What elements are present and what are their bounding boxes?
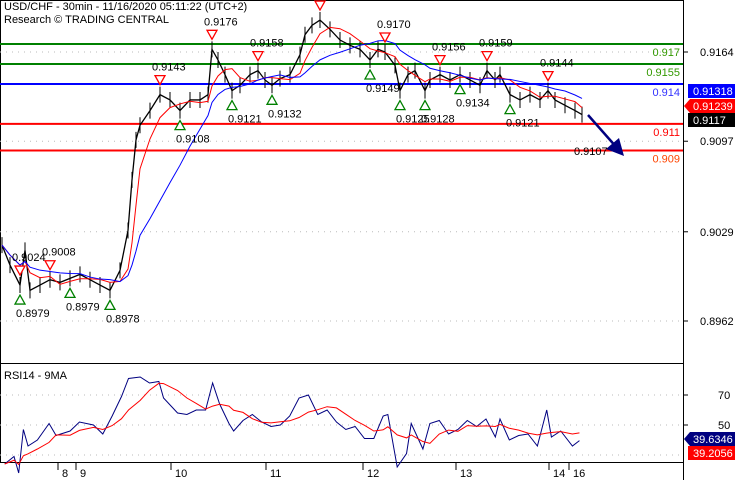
time-tick-label: 12 bbox=[367, 468, 379, 480]
main-panel-frame bbox=[0, 0, 684, 364]
low-marker-icon bbox=[225, 99, 239, 111]
high-marker-icon bbox=[205, 29, 219, 41]
time-tick-label: 10 bbox=[175, 468, 187, 480]
low-marker-icon bbox=[503, 103, 517, 115]
high-label: 0.9176 bbox=[204, 16, 238, 28]
price-tag-box bbox=[688, 113, 735, 127]
low-label: 0.9128 bbox=[421, 114, 455, 126]
low-marker-icon bbox=[13, 293, 27, 305]
price-tag-box bbox=[688, 84, 735, 98]
low-marker-icon bbox=[265, 93, 279, 105]
high-label: 0.9008 bbox=[42, 247, 76, 259]
rsi-tick-label: 70 bbox=[718, 390, 730, 402]
low-marker-icon bbox=[393, 99, 407, 111]
high-marker-icon bbox=[378, 32, 392, 44]
price-tick-label: 0.9029 bbox=[700, 227, 734, 239]
high-label: 0.9143 bbox=[152, 62, 186, 74]
high-marker-icon bbox=[541, 70, 555, 82]
low-label: 0.9134 bbox=[456, 98, 490, 110]
price-tag-box bbox=[684, 99, 735, 113]
high-label: 0.9156 bbox=[432, 42, 466, 54]
time-tick-label: 8 bbox=[62, 468, 68, 480]
time-tick-label: 13 bbox=[460, 468, 472, 480]
low-label: 0.9108 bbox=[176, 134, 210, 146]
rsi-title: RSI14 - 9MA bbox=[4, 370, 68, 382]
high-label: 0.9024 bbox=[12, 252, 46, 264]
low-label: 0.8978 bbox=[106, 313, 140, 325]
price-tick-label: 0.8962 bbox=[700, 316, 734, 328]
low-label: 0.9121 bbox=[228, 114, 262, 126]
high-marker-icon bbox=[43, 260, 57, 272]
time-tick-label: 11 bbox=[270, 468, 281, 480]
target-label: 0.9107 bbox=[574, 146, 608, 158]
rsi-tag-value: 39.6346 bbox=[693, 434, 733, 446]
time-tick-label: 9 bbox=[80, 468, 86, 480]
price-tag-value: 0.91239 bbox=[693, 101, 733, 113]
level-label: 0.9155 bbox=[646, 67, 680, 79]
high-marker-icon bbox=[251, 50, 265, 62]
level-label: 0.911 bbox=[653, 127, 680, 139]
high-label: 0.9170 bbox=[377, 19, 411, 31]
low-marker-icon bbox=[418, 99, 432, 111]
low-label: 0.9125 bbox=[396, 114, 430, 126]
rsi-ma-line bbox=[4, 382, 580, 466]
low-label: 0.9132 bbox=[268, 108, 302, 120]
rsi-panel-frame bbox=[0, 363, 684, 463]
high-label: 0.9158 bbox=[250, 38, 284, 50]
rsi-line bbox=[4, 376, 580, 474]
low-label: 0.9149 bbox=[366, 83, 400, 95]
low-marker-icon bbox=[63, 287, 77, 299]
low-marker-icon bbox=[363, 68, 377, 80]
target-arrowhead-icon bbox=[606, 138, 624, 156]
chart-title: USD/CHF - 30min - 11/16/2020 05:11:22 (U… bbox=[4, 1, 248, 13]
rsi-tag-box bbox=[684, 432, 735, 446]
high-label: 0.9144 bbox=[540, 58, 574, 70]
high-marker-icon bbox=[153, 74, 167, 86]
slow-ma-line bbox=[1, 40, 583, 283]
high-label: 0.9159 bbox=[479, 38, 513, 50]
level-label: 0.914 bbox=[652, 87, 680, 99]
price-tag-value: 0.9117 bbox=[693, 115, 726, 127]
price-tag-value: 0.91318 bbox=[693, 86, 733, 98]
high-marker-icon bbox=[13, 265, 27, 277]
chart-credit: Research © TRADING CENTRAL bbox=[4, 14, 169, 26]
rsi-tag-value: 39.2056 bbox=[693, 448, 733, 460]
low-marker-icon bbox=[173, 119, 187, 131]
low-marker-icon bbox=[453, 83, 467, 95]
fast-ma-line bbox=[1, 26, 583, 285]
high-marker-icon bbox=[433, 54, 447, 66]
low-marker-icon bbox=[103, 299, 117, 311]
high-marker-icon bbox=[480, 50, 494, 62]
low-label: 0.9121 bbox=[506, 118, 540, 130]
level-label: 0.909 bbox=[652, 154, 680, 166]
time-tick-label: 14 bbox=[553, 468, 565, 480]
low-label: 0.8979 bbox=[16, 308, 50, 320]
level-label: 0.917 bbox=[652, 47, 680, 59]
rsi-tag-box bbox=[688, 446, 735, 460]
rsi-tick-label: 50 bbox=[718, 420, 730, 432]
price-tick-label: 0.9097 bbox=[700, 136, 734, 148]
high-marker-icon bbox=[313, 0, 327, 12]
price-line bbox=[1, 19, 583, 292]
time-tick-label: 16 bbox=[573, 468, 585, 480]
low-label: 0.8979 bbox=[66, 301, 100, 313]
price-tick-label: 0.9164 bbox=[700, 47, 734, 59]
